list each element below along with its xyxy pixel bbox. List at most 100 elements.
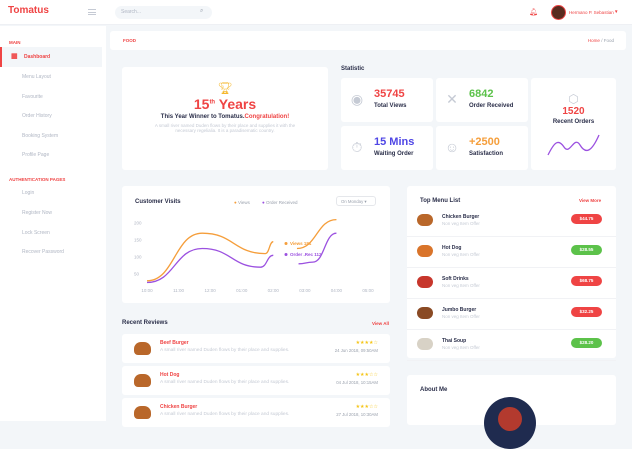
sidebar-item-menu-layout[interactable]: Menu Layout (22, 74, 51, 80)
price-badge[interactable]: $28.55 (571, 245, 602, 255)
star-rating: ★★★☆☆ (355, 372, 378, 378)
bell-icon[interactable]: 🔔︎ (529, 9, 538, 16)
about-avatar (484, 397, 536, 449)
menu-item[interactable]: Jumbo Burger Non veg Item Offer $32.25 (407, 299, 616, 330)
star-rating: ★★★☆☆ (355, 404, 378, 410)
sidebar-item-login[interactable]: Login (22, 190, 35, 196)
menu-item-sub: Non veg Item Offer (442, 221, 480, 226)
search-icon[interactable]: ⌕ (200, 8, 204, 14)
view-all-link[interactable]: View All (372, 321, 390, 326)
menu-item-name: Soft Drinks (442, 276, 469, 282)
view-more-link[interactable]: View More (579, 198, 602, 203)
price-badge[interactable]: $44.75 (571, 214, 602, 224)
award-card: 🏆︎ 15th Years This Year Winner to Tomatu… (122, 67, 328, 170)
menu-item[interactable]: Chicken Burger Non veg Item Offer $44.75 (407, 206, 616, 237)
stat-recent-orders: ⬡ 1520 Recent Orders (531, 78, 616, 170)
avatar[interactable] (551, 5, 566, 20)
sidebar-item-lock-screen[interactable]: Lock Screen (22, 230, 50, 236)
sidebar-item-order-history[interactable]: Order History (22, 113, 52, 119)
review-item[interactable]: Hot Dog A small river named Duden flows … (122, 366, 390, 395)
review-food-name[interactable]: Hot Dog (160, 372, 180, 378)
menu-item[interactable]: Soft Drinks Non veg Item Offer $68.75 (407, 268, 616, 299)
price-badge[interactable]: $28.20 (571, 338, 602, 348)
menu-item-name: Thai Soup (442, 338, 467, 344)
stat-order-received: ✕ 6842 Order Received (436, 78, 528, 122)
y-tick-label: 50 (134, 272, 140, 277)
breadcrumb-home[interactable]: Home (587, 38, 600, 43)
user-name[interactable]: Hermano P. Sebastian (569, 10, 614, 15)
sidebar-item-profile-page[interactable]: Profile Page (22, 152, 50, 158)
visits-title: Customer Visits (135, 199, 181, 205)
trophy-icon: 🏆︎ (217, 81, 233, 95)
stat-satisfaction: ☺︎ +2500 Satisfaction (436, 126, 528, 170)
stat-total-views: ◉ 35745 Total Views (341, 78, 433, 122)
visits-chart: 50 100 150 200 10:00 11:00 12:00 01:00 02:00 03:0… (134, 218, 374, 293)
menu-item-sub: Non veg Item Offer (442, 314, 480, 319)
review-date: 24 Jun 2018, 09:50AM (334, 348, 378, 353)
x-tick-label: 03:00 (299, 288, 311, 293)
customer-visits-card: Customer Visits ● Views ● Order Received… (122, 186, 390, 303)
legend-views: ● Views (234, 200, 250, 205)
review-food-name[interactable]: Beef Burger (160, 340, 189, 346)
section-auth: AUTHENTICATION PAGES (9, 177, 66, 182)
stat-waiting-order: ⏱︎ 15 Mins Waiting Order (341, 126, 433, 170)
sidebar-item-register[interactable]: Register Now (22, 210, 53, 216)
food-image (417, 307, 433, 319)
food-image (134, 406, 151, 419)
sidebar-item-booking-system[interactable]: Booking System (22, 133, 59, 139)
logo[interactable]: Tomatus (8, 5, 49, 16)
series-line-views (146, 232, 274, 282)
x-tick-label: 10:00 (141, 288, 153, 293)
legend-order-received: ● Order Received (262, 200, 298, 205)
price-badge[interactable]: $32.25 (571, 307, 602, 317)
menu-item[interactable]: Hot Dog Non veg Item Offer $28.55 (407, 237, 616, 268)
breadcrumb-links: Home / Food (587, 38, 614, 43)
price-badge[interactable]: $68.75 (571, 276, 602, 286)
page-title: FOOD (123, 38, 136, 43)
review-item[interactable]: Beef Burger A small river named Duden fl… (122, 334, 390, 363)
eye-icon: ◉ (350, 91, 364, 107)
series-line-order-received (146, 247, 274, 284)
statistic-title: Statistic (341, 66, 365, 72)
menu-item[interactable]: Thai Soup Non veg Item Offer $28.20 (407, 330, 616, 361)
review-item[interactable]: Chicken Burger A small river named Duden… (122, 398, 390, 427)
stopwatch-icon: ⏱︎ (351, 139, 363, 155)
food-image (134, 342, 151, 355)
menu-item-name: Jumbo Burger (442, 307, 477, 313)
series-line-order-received (298, 232, 337, 265)
about-me-card: About Me (407, 375, 616, 449)
y-tick-label: 100 (134, 255, 142, 260)
about-title: About Me (420, 387, 448, 393)
recent-orders-value: 1520 (562, 106, 585, 117)
recent-orders-label: Recent Orders (552, 119, 595, 125)
sidebar: MAIN ▦ Dashboard Menu Layout Favourite Or… (0, 26, 106, 421)
food-image (417, 245, 433, 257)
winner-text: This Year Winner to Tomatus.Congratulati… (160, 114, 290, 120)
sidebar-item-recover-password[interactable]: Recover Password (22, 249, 64, 255)
x-tick-label: 01:00 (236, 288, 248, 293)
menu-item-sub: Non veg Item Offer (442, 283, 480, 288)
food-image (417, 276, 433, 288)
x-tick-label: 05:00 (362, 288, 374, 293)
review-text: A small river named Duden flows by their… (160, 412, 290, 417)
search-input[interactable]: Search... ⌕ (115, 6, 212, 19)
recent-orders-sparkline (547, 134, 600, 156)
search-placeholder: Search... (121, 9, 142, 15)
chevron-down-icon[interactable]: ▼ (614, 9, 619, 14)
award-description: A small river named Duden flows by their… (154, 123, 296, 133)
sidebar-item-dashboard[interactable]: ▦ Dashboard (0, 47, 102, 67)
series-line-views (296, 218, 337, 250)
y-tick-label: 150 (134, 238, 142, 243)
grid-icon: ▦ (11, 53, 18, 60)
x-tick-label: 02:00 (268, 288, 280, 293)
food-image (417, 214, 433, 226)
hamburger-icon[interactable] (88, 9, 96, 15)
day-dropdown[interactable]: On Monday ▾ (336, 196, 376, 206)
review-text: A small river named Duden flows by their… (160, 380, 290, 385)
review-food-name[interactable]: Chicken Burger (160, 404, 198, 410)
menu-item-sub: Non veg Item Offer (442, 252, 480, 257)
top-menu-title: Top Menu List (420, 198, 461, 204)
menu-item-name: Hot Dog (442, 245, 462, 251)
top-menu-card: Top Menu List View More Chicken Burger N… (407, 186, 616, 361)
sidebar-item-favourite[interactable]: Favourite (22, 94, 43, 100)
